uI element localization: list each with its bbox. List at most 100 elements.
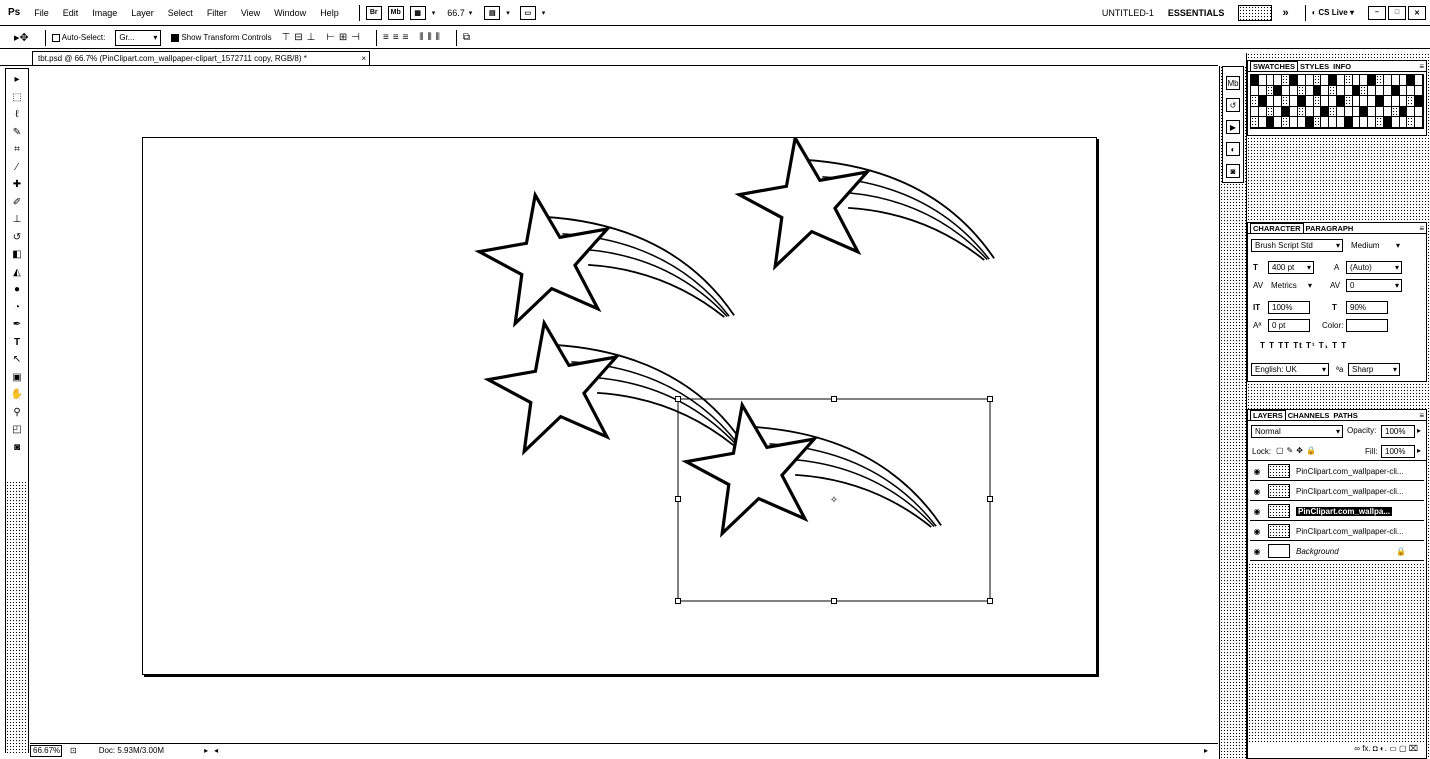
adjustments-panel-icon[interactable]: ◐ — [1226, 142, 1240, 156]
healing-brush-tool-icon[interactable]: ✚ — [12, 179, 22, 190]
swatch[interactable] — [1305, 75, 1314, 86]
swatch[interactable] — [1383, 96, 1392, 107]
swatch[interactable] — [1274, 117, 1283, 128]
swatch[interactable] — [1383, 85, 1392, 97]
swatch[interactable] — [1344, 117, 1353, 128]
document-canvas[interactable] — [142, 137, 1097, 675]
layer-row-selected[interactable]: ◉ PinClipart.com_wallpa... — [1250, 502, 1424, 521]
swatch[interactable] — [1297, 96, 1306, 107]
swatch[interactable] — [1368, 96, 1377, 107]
swatch[interactable] — [1305, 96, 1314, 107]
bridge-button[interactable]: Br — [365, 5, 382, 20]
swatch[interactable] — [1344, 75, 1353, 86]
auto-select-dropdown[interactable]: Gr... ▾ — [115, 29, 162, 46]
swatch[interactable] — [1352, 96, 1361, 107]
swatch[interactable] — [1415, 117, 1423, 128]
swatch[interactable] — [1297, 75, 1306, 86]
shooting-star-1[interactable] — [469, 163, 736, 359]
swatch[interactable] — [1337, 96, 1345, 107]
swatch[interactable] — [1290, 106, 1298, 118]
move-tool-icon[interactable]: ▸ — [14, 74, 20, 85]
swatch[interactable] — [1407, 117, 1416, 128]
swatch[interactable] — [1251, 106, 1259, 118]
swatch[interactable] — [1274, 85, 1283, 97]
layer-row[interactable]: ◉ PinClipart.com_wallpaper-cli... — [1250, 522, 1424, 541]
crop-tool-icon[interactable]: ⌗ — [14, 144, 20, 155]
gradient-tool-icon[interactable]: ◭ — [13, 266, 21, 278]
swatch[interactable] — [1352, 117, 1361, 128]
quick-select-tool-icon[interactable]: ✎ — [12, 126, 22, 138]
swatch[interactable] — [1399, 96, 1408, 107]
menu-filter[interactable]: Filter — [206, 7, 227, 18]
swatch[interactable] — [1376, 117, 1384, 128]
baseline-shift-field[interactable]: 0 pt — [1268, 319, 1310, 332]
scroll-right-icon[interactable]: ▸ — [1203, 746, 1208, 755]
tab-swatches[interactable]: SWATCHES — [1250, 61, 1298, 71]
swatch[interactable] — [1407, 85, 1416, 97]
swatch[interactable] — [1290, 96, 1298, 107]
swatch[interactable] — [1290, 85, 1298, 97]
history-panel-icon[interactable]: ↺ — [1226, 98, 1240, 112]
artwork-layer[interactable]: ✧ — [142, 137, 1097, 675]
status-zoom-field[interactable]: 66.67% — [30, 744, 62, 757]
horizontal-scale-field[interactable]: 90% — [1346, 301, 1388, 314]
quick-mask-icon[interactable]: ◙ — [13, 441, 21, 453]
maximize-button[interactable]: □ — [1388, 5, 1406, 20]
menu-layer[interactable]: Layer — [131, 7, 154, 18]
visibility-eye-icon[interactable]: ◉ — [1253, 486, 1261, 496]
lock-icons[interactable]: ▢✎✥🔒 — [1276, 446, 1319, 455]
layers-footer[interactable]: ∞ fx. ◘ ◐. ▭ ▢ ⌧ — [1354, 744, 1418, 753]
shooting-star-4[interactable] — [676, 373, 943, 569]
swatch[interactable] — [1274, 75, 1283, 86]
show-transform-checkbox[interactable]: Show Transform Controls — [171, 33, 272, 42]
font-style-dropdown[interactable]: Medium — [1348, 239, 1402, 252]
swatch[interactable] — [1360, 96, 1369, 107]
menu-edit[interactable]: Edit — [62, 7, 79, 18]
swatch[interactable] — [1383, 117, 1392, 128]
align-buttons[interactable]: ⊤⊟⊥ ⊢⊞⊣ — [281, 32, 364, 43]
swatch[interactable] — [1282, 106, 1291, 118]
view-extras-icon[interactable]: ▦ — [409, 5, 426, 20]
fill-arrow-icon[interactable]: ▸ — [1417, 446, 1422, 455]
swatch[interactable] — [1258, 75, 1267, 86]
swatch[interactable] — [1329, 96, 1337, 107]
opacity-arrow-icon[interactable]: ▸ — [1417, 426, 1422, 435]
arrange-documents-icon[interactable]: ▤ — [484, 5, 501, 20]
workspace-switcher[interactable] — [1238, 4, 1273, 21]
swatch[interactable] — [1305, 117, 1314, 128]
swatch[interactable] — [1274, 96, 1283, 107]
swatch[interactable] — [1344, 96, 1353, 107]
menu-select[interactable]: Select — [167, 7, 193, 18]
swatch[interactable] — [1415, 96, 1423, 107]
visibility-eye-icon[interactable]: ◉ — [1253, 526, 1261, 536]
swatch[interactable] — [1368, 85, 1377, 97]
swatch[interactable] — [1258, 85, 1267, 97]
swatch[interactable] — [1313, 96, 1322, 107]
screen-mode-icon[interactable]: ▭ — [519, 5, 536, 20]
swatch[interactable] — [1399, 106, 1408, 118]
swatch[interactable] — [1305, 85, 1314, 97]
layer-row-background[interactable]: ◉ Background 🔒 — [1250, 542, 1424, 561]
swatch[interactable] — [1337, 85, 1345, 97]
swatch[interactable] — [1266, 106, 1275, 118]
swatch[interactable] — [1399, 75, 1408, 86]
swatch[interactable] — [1282, 96, 1291, 107]
auto-align-icon[interactable]: ⧉ — [462, 32, 475, 43]
layer-row[interactable]: ◉ PinClipart.com_wallpaper-cli... — [1250, 482, 1424, 501]
swatch[interactable] — [1290, 75, 1298, 86]
swatch[interactable] — [1360, 85, 1369, 97]
swatch[interactable] — [1368, 75, 1377, 86]
swatch[interactable] — [1329, 75, 1337, 86]
swatch[interactable] — [1360, 106, 1369, 118]
swatch[interactable] — [1344, 85, 1353, 97]
swatch[interactable] — [1321, 106, 1330, 118]
color-swatch[interactable] — [1346, 319, 1388, 332]
swatch[interactable] — [1305, 106, 1314, 118]
swatch[interactable] — [1368, 117, 1377, 128]
minimize-button[interactable]: – — [1368, 5, 1386, 20]
swatch[interactable] — [1344, 106, 1353, 118]
opacity-field[interactable]: 100% — [1381, 425, 1415, 438]
color-swatches-icon[interactable]: ◰ — [12, 424, 22, 435]
swatch[interactable] — [1258, 106, 1267, 118]
swatch[interactable] — [1329, 106, 1337, 118]
